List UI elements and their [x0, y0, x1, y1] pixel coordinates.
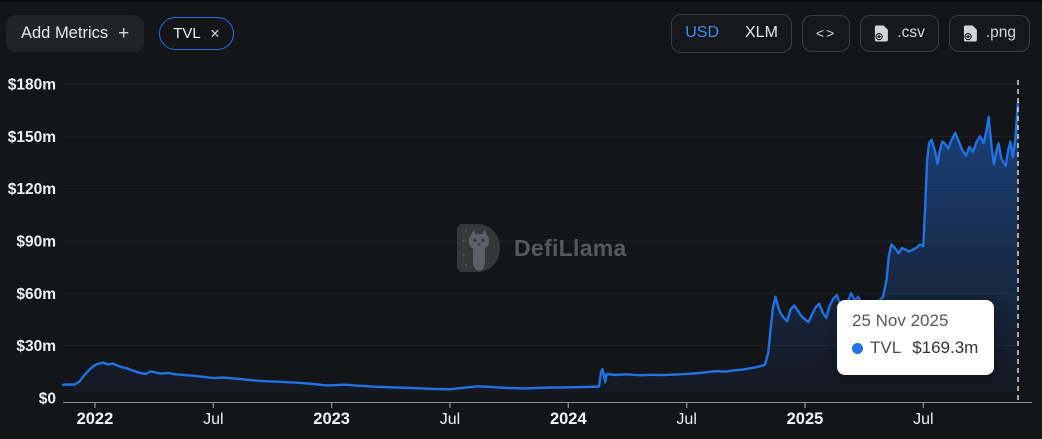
currency-usd-button[interactable]: USD	[672, 15, 732, 52]
add-metrics-button[interactable]: Add Metrics +	[6, 14, 145, 52]
download-csv-label: .csv	[897, 24, 925, 41]
currency-xlm-button[interactable]: XLM	[732, 15, 791, 52]
x-axis-label: 2024	[550, 410, 588, 428]
y-axis-label: $30m	[16, 338, 56, 355]
x-axis-label: Jul	[440, 411, 460, 428]
y-axis-label: $90m	[16, 234, 56, 251]
x-axis-label: Jul	[913, 411, 933, 428]
x-axis-label: Jul	[203, 411, 223, 428]
y-axis-label: $60m	[16, 286, 56, 303]
tvl-line	[61, 101, 1020, 391]
y-axis-label: $180m	[8, 77, 56, 94]
tooltip-series-label: TVL	[870, 338, 902, 357]
tooltip-value: $169.3m	[912, 338, 979, 357]
x-axis-label: 2023	[313, 410, 350, 428]
y-axis-label: $120m	[8, 181, 56, 198]
file-download-icon	[875, 25, 889, 41]
code-icon: <>	[815, 25, 837, 41]
chart-tooltip: 25 Nov 2025 TVL $169.3m	[837, 300, 994, 375]
download-png-label: .png	[985, 24, 1016, 41]
file-download-icon	[963, 25, 977, 41]
embed-code-button[interactable]: <>	[801, 14, 851, 52]
metric-chip-label: TVL	[173, 24, 201, 42]
metric-chip-tvl[interactable]: TVL ✕	[159, 16, 235, 50]
x-axis-label: 2022	[77, 410, 114, 428]
close-icon[interactable]: ✕	[209, 26, 221, 41]
y-axis-label: $0	[39, 391, 56, 408]
plus-icon: +	[118, 22, 130, 44]
series-dot-icon	[852, 342, 863, 354]
tooltip-series-row: TVL $169.3m	[852, 338, 982, 358]
x-axis-label: Jul	[676, 411, 696, 428]
toolbar-right: USD XLM <> .csv .png	[671, 13, 1030, 53]
toolbar: Add Metrics + TVL ✕ USD XLM <> .csv	[0, 8, 1042, 58]
download-csv-button[interactable]: .csv	[860, 14, 939, 52]
currency-toggle: USD XLM	[671, 13, 792, 53]
tvl-area-fill	[63, 102, 1018, 398]
x-axis-label: 2025	[787, 410, 824, 428]
toolbar-left: Add Metrics + TVL ✕	[6, 14, 235, 52]
y-axis-label: $150m	[8, 129, 56, 146]
add-metrics-label: Add Metrics	[21, 23, 109, 42]
download-png-button[interactable]: .png	[948, 14, 1030, 52]
tooltip-date: 25 Nov 2025	[852, 311, 949, 330]
